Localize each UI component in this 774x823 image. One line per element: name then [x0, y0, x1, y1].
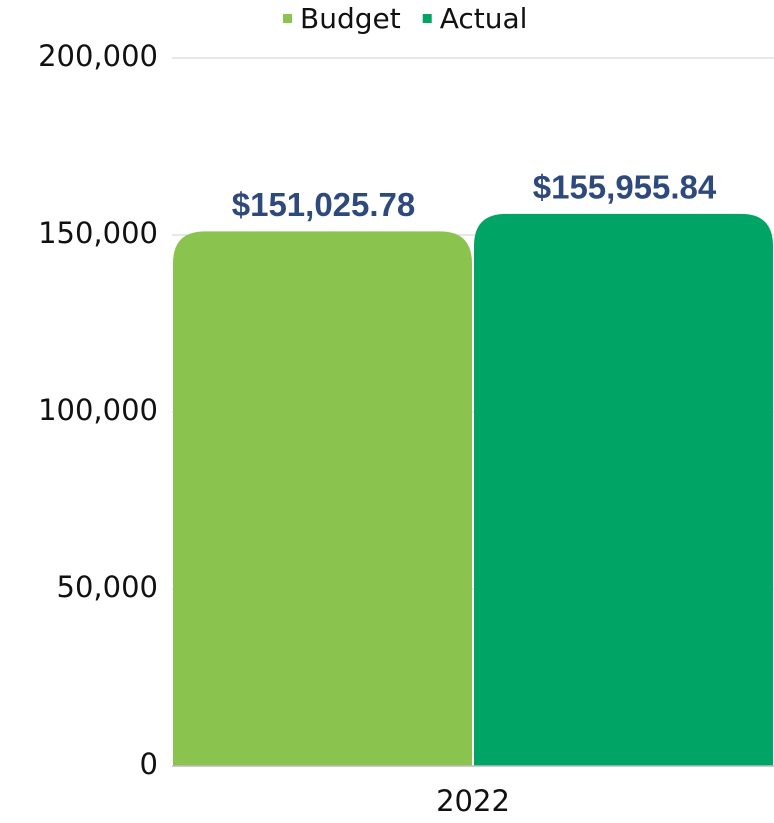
x-tick-label: 2022	[436, 784, 510, 818]
legend-label: Actual	[440, 2, 528, 35]
legend-label: Budget	[300, 2, 401, 35]
y-tick-label: 200,000	[38, 39, 158, 73]
bar	[173, 231, 472, 766]
y-tick-label: 0	[140, 747, 158, 781]
legend-swatch	[283, 14, 292, 23]
data-label: $151,025.78	[232, 186, 416, 223]
bars	[173, 213, 773, 766]
y-tick-label: 100,000	[38, 393, 158, 427]
y-tick-label: 150,000	[38, 216, 158, 250]
data-label: $155,955.84	[533, 169, 717, 206]
bar	[474, 213, 773, 766]
legend-swatch	[422, 14, 432, 23]
y-tick-label: 50,000	[57, 570, 158, 604]
